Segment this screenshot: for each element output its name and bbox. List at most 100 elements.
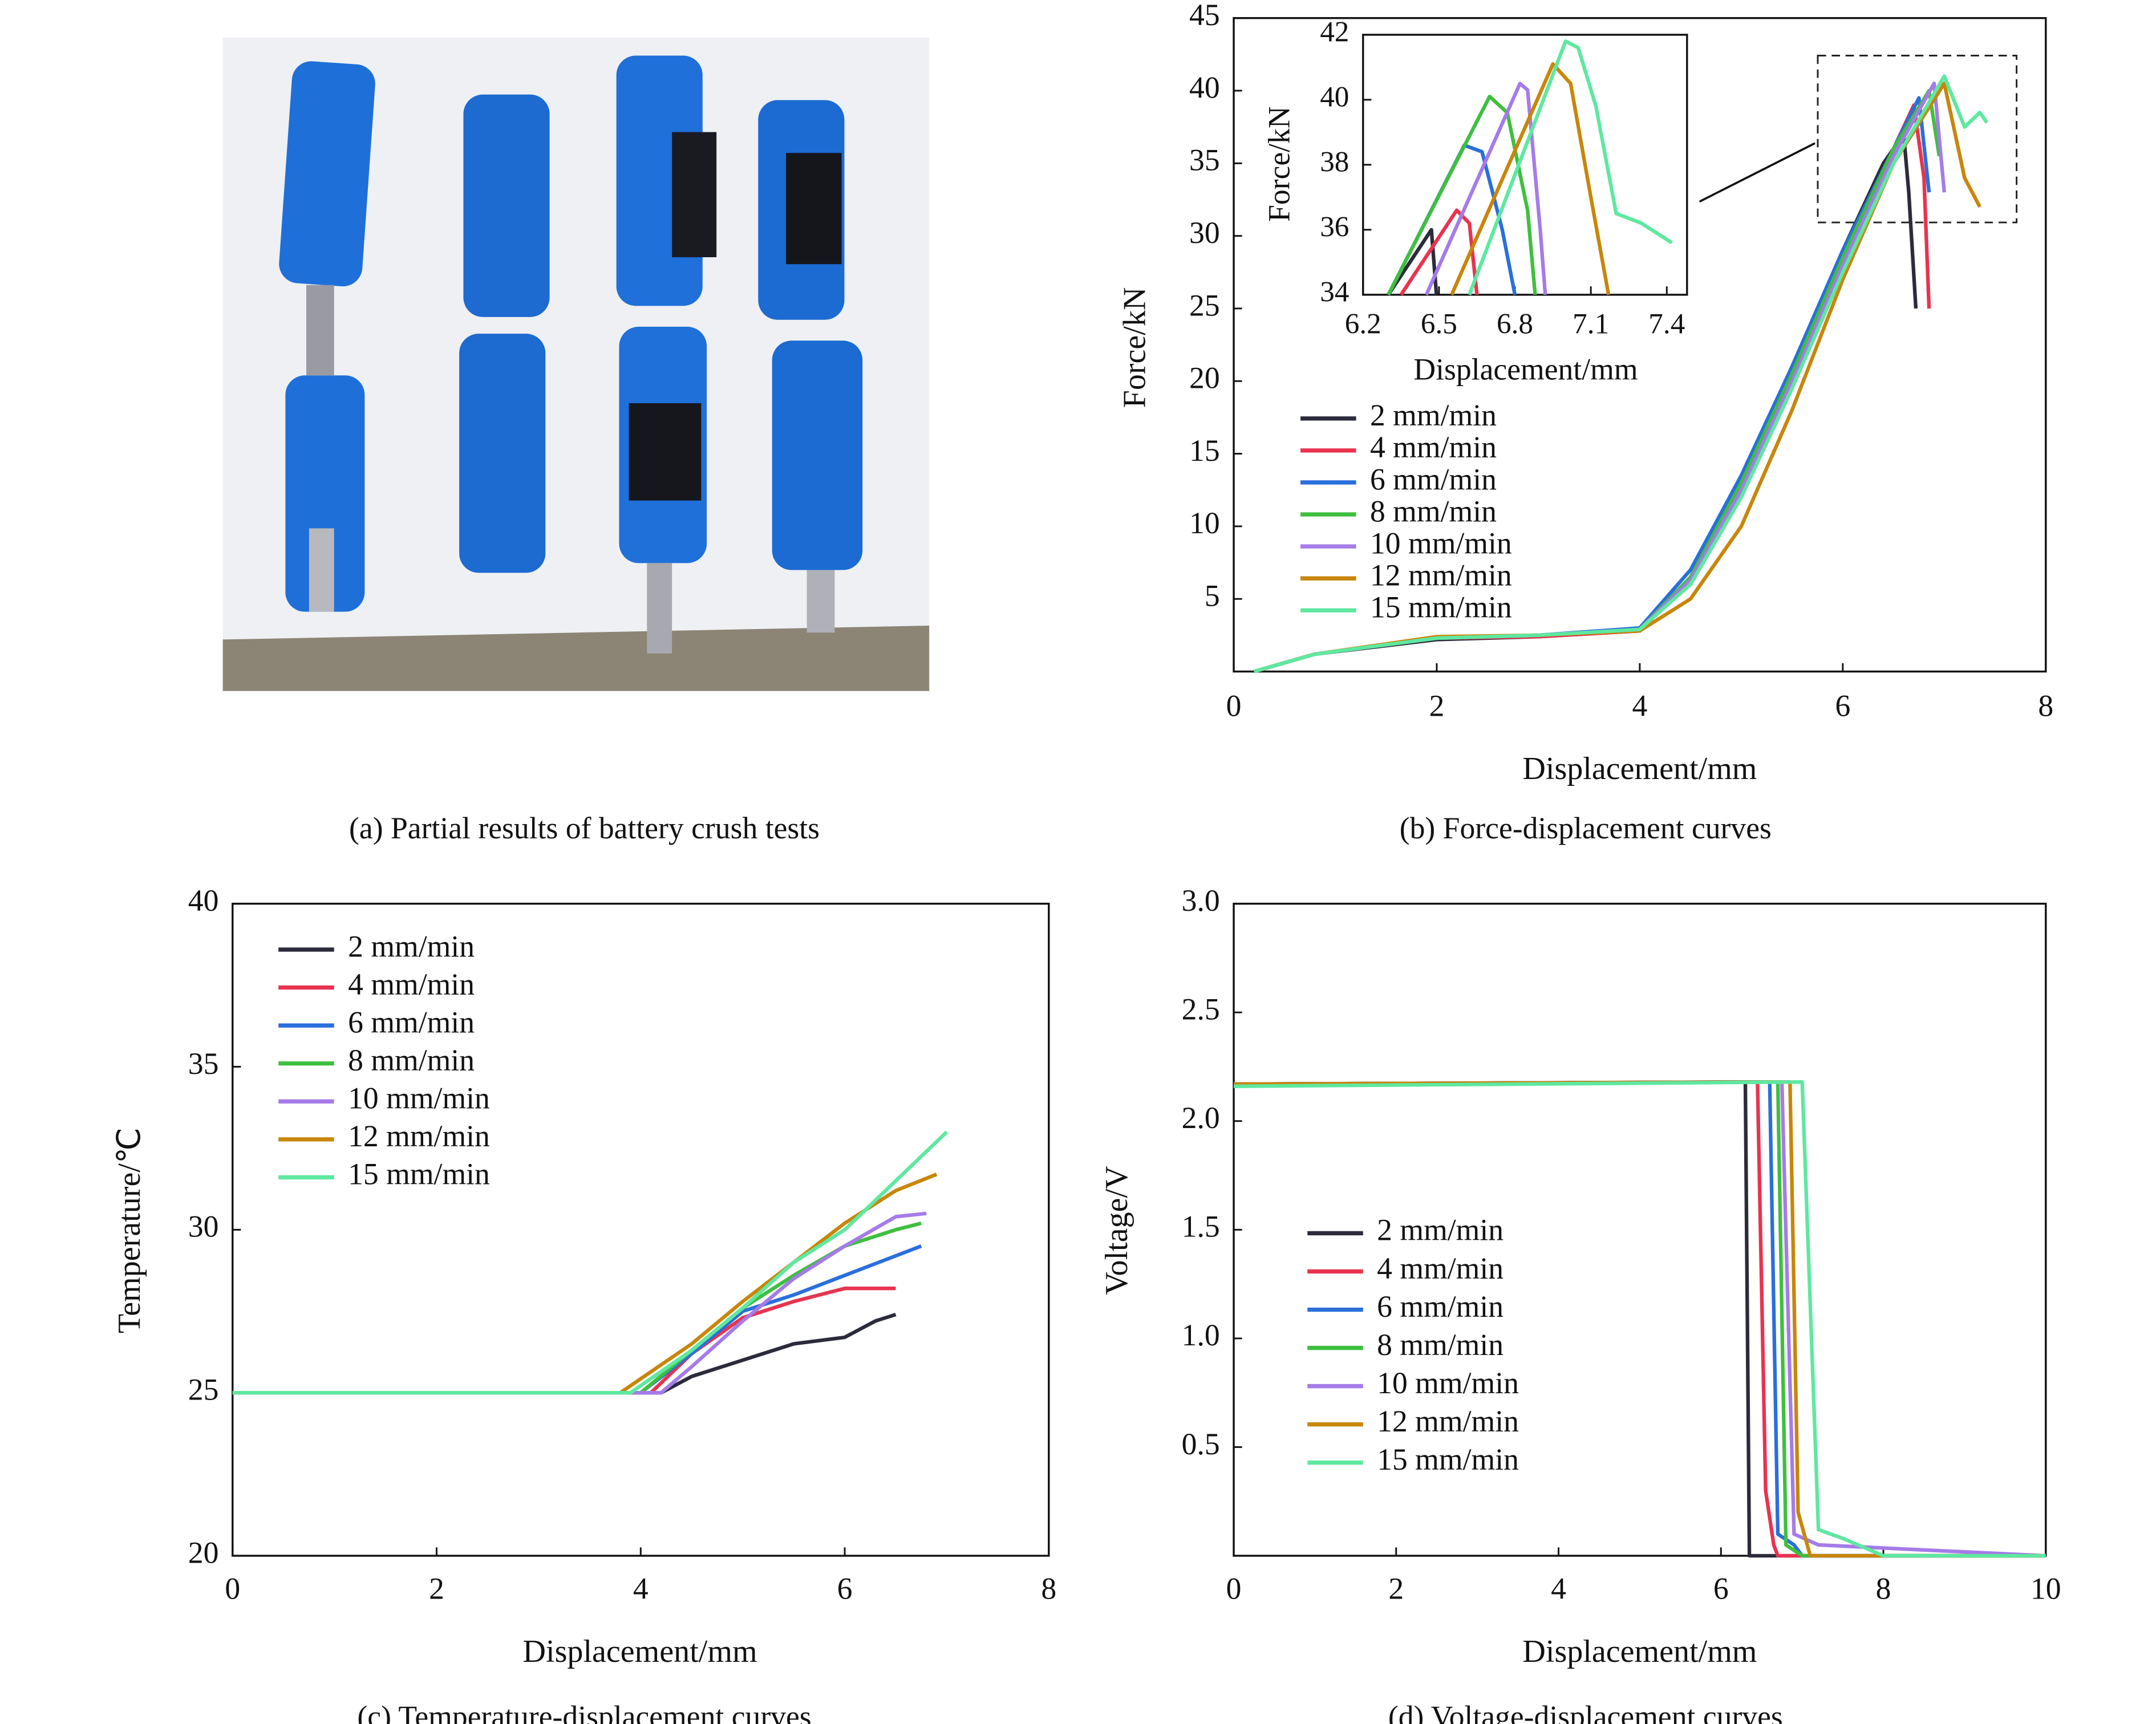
- x-tick-label: 10: [2031, 1572, 2061, 1606]
- legend-label: 4 mm/min: [348, 967, 475, 1001]
- x-tick-label: 6: [1835, 689, 1850, 723]
- plot-frame: [1233, 902, 2047, 1557]
- y-tick-label: 0.5: [1182, 1427, 1220, 1461]
- series-line: [232, 1244, 922, 1395]
- chart: 0 2 4 6 8 20 25 30 35 40 Displacement/mm Temperatur…: [112, 883, 1056, 1724]
- x-axis-label: Displacement/mm: [1522, 1634, 1757, 1669]
- y-tick-label: 2.0: [1182, 1101, 1220, 1135]
- photo: (a) Partial results of battery crush tes…: [222, 37, 930, 845]
- series-line: [1234, 1080, 2046, 1558]
- x-tick-label: 8: [1876, 1572, 1891, 1606]
- series-line: [232, 1312, 897, 1395]
- y-tick-label: 25: [1189, 288, 1220, 322]
- x-tick-label: 8: [1041, 1572, 1056, 1606]
- series-line: [1468, 39, 1673, 295]
- x-axis-label: Displacement/mm: [1522, 751, 1757, 786]
- series-line: [1399, 208, 1479, 296]
- series-line: [232, 1211, 927, 1395]
- series-line: [1234, 1080, 2046, 1558]
- series-line: [232, 1221, 922, 1395]
- y-tick-label: 40: [1320, 81, 1349, 113]
- y-axis-label: Force/kN: [1262, 106, 1296, 222]
- y-axis-label: Voltage/V: [1099, 1166, 1134, 1295]
- legend-label: 4 mm/min: [1370, 430, 1497, 464]
- y-tick-label: 1.0: [1182, 1318, 1220, 1352]
- y-axis-label: Temperature/℃: [112, 1127, 147, 1333]
- x-tick-label: 0: [1226, 689, 1242, 723]
- x-tick-label: 0: [1226, 1572, 1242, 1606]
- legend-label: 15 mm/min: [348, 1157, 490, 1191]
- x-tick-label: 2: [1429, 689, 1445, 723]
- x-tick-label: 4: [1632, 689, 1648, 723]
- chart: 0 2 4 6 8 10 0.5 1.0 1.5 2.0 2.5 3.0 Displacement/mm…: [1099, 883, 2061, 1724]
- y-tick-label: 20: [1189, 361, 1220, 395]
- series-line: [232, 1130, 949, 1395]
- legend-label: 10 mm/min: [1377, 1366, 1519, 1400]
- caption: (a) Partial results of battery crush tes…: [349, 811, 820, 845]
- caption: (d) Voltage-displacement curves: [1388, 1699, 1783, 1724]
- legend-label: 12 mm/min: [1377, 1404, 1519, 1438]
- legend-label: 12 mm/min: [1370, 558, 1512, 592]
- legend-label: 12 mm/min: [348, 1119, 490, 1153]
- x-tick-label: 6.8: [1497, 308, 1533, 340]
- y-tick-label: 30: [1189, 216, 1220, 250]
- legend-label: 6 mm/min: [348, 1005, 475, 1040]
- series-line: [1234, 1080, 2046, 1558]
- caption: (c) Temperature-displacement curves: [357, 1699, 811, 1724]
- series-line: [1234, 1080, 2046, 1558]
- plot-frame: [232, 902, 1050, 1557]
- caption: (b) Force-displacement curves: [1400, 811, 1772, 845]
- y-tick-label: 30: [188, 1210, 219, 1244]
- x-tick-label: 6.5: [1421, 308, 1457, 340]
- y-tick-label: 42: [1320, 16, 1349, 48]
- zoom-box: [1817, 55, 2018, 224]
- legend-label: 6 mm/min: [1370, 462, 1497, 496]
- legend-label: 8 mm/min: [1377, 1328, 1503, 1362]
- plot-frame: [1362, 34, 1688, 296]
- y-tick-label: 2.5: [1182, 992, 1220, 1027]
- zoom-connector: [1699, 142, 1815, 203]
- chart: 0 2 4 6 8 5 10 15 20 25 30 35 40 45 Displacement/mm For…: [1117, 0, 2053, 845]
- legend-label: 10 mm/min: [348, 1081, 490, 1115]
- x-tick-label: 4: [1551, 1572, 1566, 1606]
- legend-label: 2 mm/min: [1370, 398, 1497, 432]
- legend-label: 2 mm/min: [1377, 1213, 1503, 1247]
- y-tick-label: 1.5: [1182, 1210, 1220, 1244]
- legend-label: 2 mm/min: [348, 929, 475, 963]
- x-tick-label: 2: [1388, 1572, 1404, 1606]
- y-tick-label: 3.0: [1182, 883, 1220, 918]
- series-line: [1234, 1080, 2046, 1558]
- y-tick-label: 20: [188, 1535, 219, 1569]
- x-tick-label: 4: [633, 1572, 649, 1606]
- x-tick-label: 6: [837, 1572, 853, 1606]
- y-axis-label: Force/kN: [1117, 287, 1153, 408]
- y-tick-label: 45: [1189, 0, 1220, 32]
- legend-label: 4 mm/min: [1377, 1251, 1503, 1285]
- x-axis-label: Displacement/mm: [523, 1634, 757, 1669]
- y-tick-label: 25: [188, 1372, 219, 1406]
- y-tick-label: 5: [1205, 579, 1220, 613]
- x-tick-label: 6: [1713, 1572, 1729, 1606]
- y-tick-label: 35: [188, 1046, 219, 1081]
- x-tick-label: 7.1: [1573, 308, 1609, 340]
- legend-label: 6 mm/min: [1377, 1289, 1503, 1324]
- x-tick-label: 7.4: [1648, 308, 1685, 340]
- series-line: [232, 1287, 896, 1395]
- x-tick-label: 0: [225, 1572, 240, 1606]
- x-tick-label: 8: [2038, 689, 2053, 723]
- series-line: [232, 1173, 938, 1395]
- series-line: [1234, 1080, 2046, 1558]
- x-tick-label: 2: [429, 1572, 444, 1606]
- y-tick-label: 38: [1320, 146, 1349, 179]
- x-tick-label: 6.2: [1345, 308, 1381, 340]
- series-line: [1450, 62, 1611, 296]
- y-tick-label: 40: [188, 883, 219, 918]
- y-tick-label: 36: [1320, 211, 1349, 244]
- y-tick-label: 34: [1320, 276, 1349, 309]
- series-line: [1253, 74, 1989, 674]
- legend-label: 8 mm/min: [1370, 494, 1497, 528]
- legend-label: 15 mm/min: [1370, 590, 1512, 624]
- legend-label: 8 mm/min: [348, 1043, 475, 1077]
- legend-label: 10 mm/min: [1370, 526, 1512, 560]
